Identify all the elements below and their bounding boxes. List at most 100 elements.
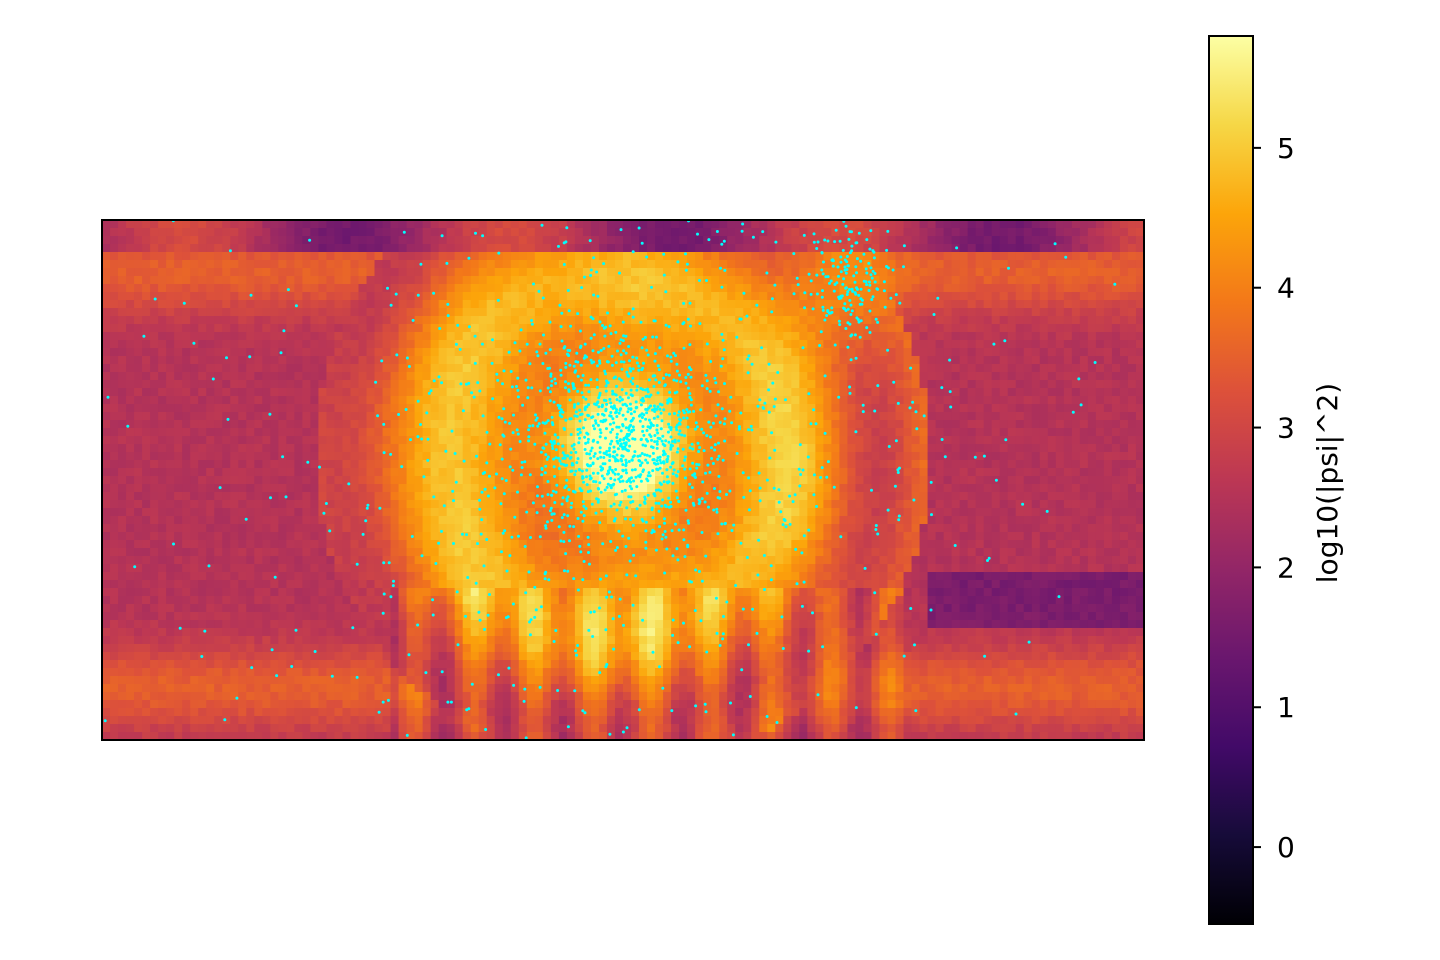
heatmap-cell — [446, 484, 456, 493]
heatmap-cell — [735, 252, 744, 261]
heatmap-cell — [1023, 436, 1033, 445]
heatmap-cell — [558, 452, 568, 461]
heatmap-cell — [807, 244, 816, 253]
heatmap-cell — [943, 364, 953, 373]
heatmap-cell — [110, 220, 119, 229]
heatmap-cell — [783, 348, 792, 357]
heatmap-cell — [238, 508, 247, 517]
heatmap-cell — [150, 460, 159, 469]
heatmap-cell — [1135, 308, 1144, 317]
heatmap-cell — [791, 420, 800, 429]
heatmap-cell — [983, 236, 993, 245]
heatmap-cell — [326, 276, 336, 285]
heatmap-cell — [582, 348, 592, 357]
heatmap-cell — [1063, 324, 1073, 333]
heatmap-cell — [374, 516, 384, 525]
heatmap-cell — [783, 388, 792, 397]
heatmap-cell — [390, 324, 400, 333]
heatmap-cell — [887, 492, 897, 501]
heatmap-cell — [991, 388, 1001, 397]
heatmap-cell — [142, 444, 151, 453]
heatmap-cell — [534, 492, 544, 501]
heatmap-cell — [695, 484, 704, 493]
heatmap-cell — [1095, 508, 1105, 517]
heatmap-cell — [454, 436, 464, 445]
heatmap-cell — [903, 236, 913, 245]
heatmap-cell — [831, 284, 841, 293]
heatmap-cell — [831, 308, 841, 317]
heatmap-cell — [350, 356, 360, 365]
heatmap-cell — [542, 316, 552, 325]
heatmap-cell — [566, 340, 576, 349]
heatmap-cell — [735, 332, 744, 341]
heatmap-cell — [238, 276, 247, 285]
heatmap-cell — [246, 276, 255, 285]
heatmap-cell — [398, 396, 408, 405]
heatmap-cell — [727, 276, 736, 285]
heatmap-cell — [390, 332, 400, 341]
heatmap-cell — [1039, 260, 1049, 269]
heatmap-cell — [743, 244, 752, 253]
heatmap-cell — [935, 324, 945, 333]
heatmap-cell — [767, 332, 776, 341]
heatmap-cell — [935, 452, 945, 461]
heatmap-cell — [1127, 444, 1137, 453]
heatmap-cell — [294, 268, 303, 277]
heatmap-cell — [326, 236, 336, 245]
heatmap-cell — [1047, 332, 1057, 341]
heatmap-cell — [871, 244, 881, 253]
heatmap-cell — [663, 348, 672, 357]
heatmap-cell — [206, 396, 215, 405]
heatmap-cell — [206, 404, 215, 413]
heatmap-cell — [126, 260, 135, 269]
heatmap-cell — [727, 420, 736, 429]
heatmap-cell — [1111, 268, 1121, 277]
heatmap-cell — [847, 444, 857, 453]
heatmap-cell — [278, 316, 287, 325]
heatmap-cell — [967, 460, 977, 469]
heatmap-cell — [671, 236, 680, 245]
heatmap-cell — [767, 460, 776, 469]
heatmap-cell — [102, 524, 111, 533]
heatmap-cell — [190, 428, 199, 437]
heatmap-cell — [262, 300, 271, 309]
heatmap-cell — [735, 444, 744, 453]
heatmap-cell — [502, 516, 512, 525]
heatmap-cell — [606, 292, 616, 301]
heatmap-cell — [959, 412, 969, 421]
heatmap-cell — [542, 292, 552, 301]
heatmap-cell — [582, 500, 592, 509]
heatmap-cell — [983, 356, 993, 365]
heatmap-cell — [919, 364, 929, 373]
heatmap-cell — [807, 260, 816, 269]
heatmap-cell — [318, 348, 328, 357]
heatmap-cell — [390, 260, 400, 269]
heatmap-cell — [727, 412, 736, 421]
heatmap-cell — [767, 404, 776, 413]
heatmap-cell — [534, 476, 544, 485]
heatmap-cell — [767, 508, 776, 517]
heatmap-cell — [1039, 236, 1049, 245]
heatmap-cell — [166, 324, 175, 333]
heatmap-cell — [1135, 332, 1144, 341]
heatmap-cell — [118, 380, 127, 389]
heatmap-cell — [919, 284, 929, 293]
heatmap-cell — [959, 332, 969, 341]
heatmap-cell — [142, 260, 151, 269]
heatmap-cell — [262, 492, 271, 501]
heatmap-cell — [502, 284, 512, 293]
heatmap-cell — [935, 260, 945, 269]
heatmap-cell — [118, 332, 127, 341]
heatmap-cell — [358, 348, 368, 357]
heatmap-cell — [1007, 500, 1017, 509]
heatmap-cell — [246, 428, 255, 437]
heatmap-cell — [350, 428, 360, 437]
heatmap-cell — [871, 348, 881, 357]
heatmap-cell — [1023, 484, 1033, 493]
heatmap-cell — [366, 332, 376, 341]
heatmap-cell — [278, 380, 287, 389]
heatmap-cell — [815, 364, 824, 373]
heatmap-cell — [1111, 340, 1121, 349]
heatmap-cell — [254, 420, 263, 429]
heatmap-cell — [198, 492, 207, 501]
